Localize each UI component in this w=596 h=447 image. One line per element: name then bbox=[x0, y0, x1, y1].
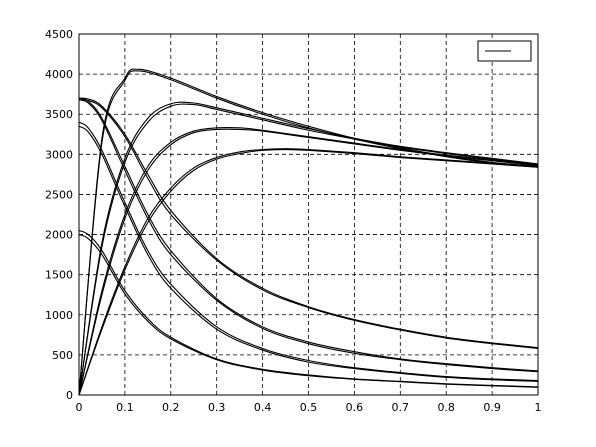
series-line-9 bbox=[78, 97, 539, 349]
series-line-3 bbox=[78, 101, 539, 396]
legend bbox=[477, 40, 532, 62]
x-tick-label: 0.4 bbox=[254, 401, 272, 414]
x-tick-label: 0.6 bbox=[346, 401, 364, 414]
series-line-4 bbox=[78, 103, 539, 396]
series-line-5 bbox=[78, 126, 539, 396]
y-tick-label: 2000 bbox=[45, 229, 73, 242]
x-tick-label: 0.5 bbox=[300, 401, 318, 414]
series-line-10 bbox=[78, 99, 539, 350]
x-tick-label: 0.9 bbox=[483, 401, 501, 414]
x-tick-label: 0.7 bbox=[392, 401, 410, 414]
series-line-13 bbox=[78, 121, 539, 382]
y-tick-label: 0 bbox=[66, 389, 73, 402]
y-tick-label: 500 bbox=[52, 349, 73, 362]
series-line-12 bbox=[78, 99, 539, 373]
series-line-8 bbox=[78, 148, 539, 396]
x-tick-label: 1 bbox=[535, 401, 542, 414]
series-line-16 bbox=[78, 234, 539, 388]
y-tick-label: 4000 bbox=[45, 68, 73, 81]
x-tick-label: 0 bbox=[76, 401, 83, 414]
y-tick-label: 1500 bbox=[45, 269, 73, 282]
x-tick-label: 0.3 bbox=[208, 401, 226, 414]
y-tick-label: 4500 bbox=[45, 28, 73, 41]
tick-labels: 0 0.1 0.2 0.3 0.4 0.5 0.6 0.7 0.8 0.9 1 0 500 1000 150… bbox=[45, 28, 542, 414]
plot-frame bbox=[78, 33, 539, 396]
series-line-6 bbox=[78, 128, 539, 396]
y-tick-label: 1000 bbox=[45, 309, 73, 322]
series-line-14 bbox=[78, 125, 539, 382]
x-tick-label: 0.8 bbox=[437, 401, 455, 414]
series-line-7 bbox=[78, 148, 539, 396]
x-tick-label: 0.2 bbox=[162, 401, 180, 414]
series-line-11 bbox=[78, 97, 539, 372]
x-tick-label: 0.1 bbox=[116, 401, 134, 414]
y-tick-label: 3500 bbox=[45, 108, 73, 121]
y-tick-label: 2500 bbox=[45, 188, 73, 201]
series-line-2 bbox=[78, 70, 539, 396]
y-tick-label: 3000 bbox=[45, 148, 73, 161]
series-group bbox=[78, 68, 539, 396]
